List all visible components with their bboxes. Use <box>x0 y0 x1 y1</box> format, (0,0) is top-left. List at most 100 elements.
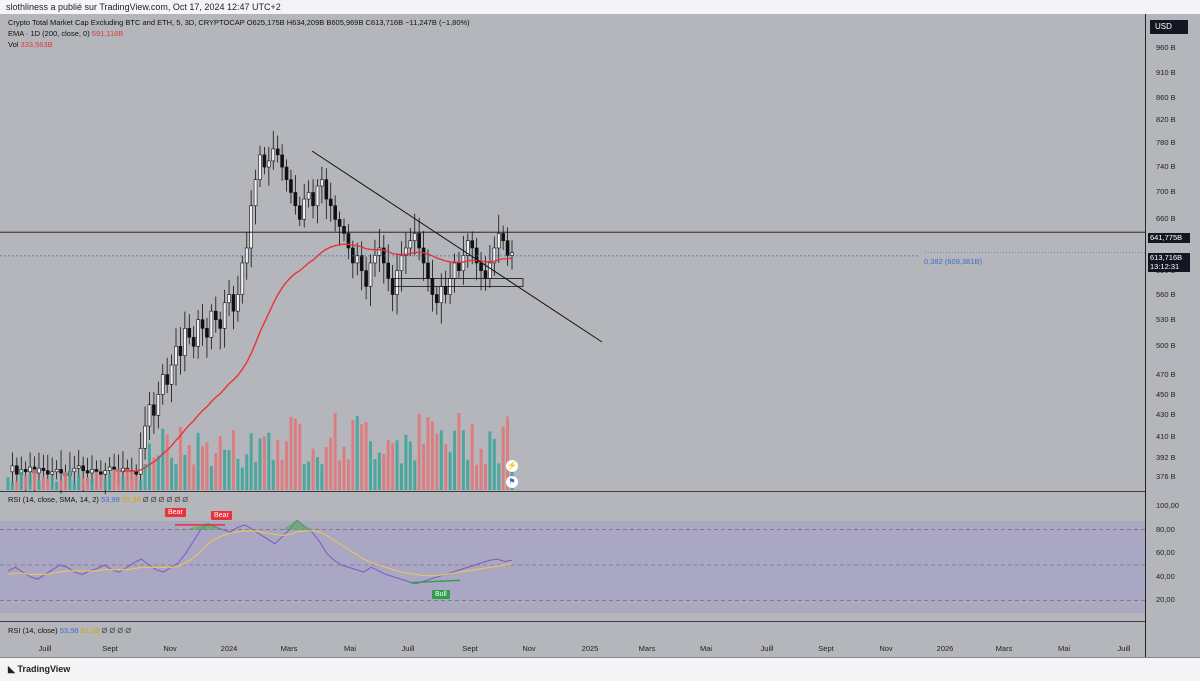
candle-body <box>41 467 46 471</box>
candle-body <box>81 465 85 471</box>
volume-bar <box>399 463 403 490</box>
candle-body <box>253 179 258 207</box>
candle-body <box>293 192 298 207</box>
candle-body <box>355 255 360 264</box>
brand-name: TradingView <box>17 664 71 674</box>
volume-bar <box>293 418 297 490</box>
volume-bar <box>10 481 14 490</box>
candle-body <box>76 465 81 469</box>
volume-legend[interactable]: Vol 333,563B <box>8 40 53 50</box>
rsi-line <box>7 519 513 585</box>
volume-bar <box>324 447 328 490</box>
price-tick-label: 700 B <box>1156 187 1176 197</box>
candle-body <box>107 466 112 471</box>
price-axis[interactable] <box>1145 14 1200 657</box>
volume-bar <box>333 413 337 490</box>
range-box <box>392 278 524 287</box>
volume-bar <box>320 464 324 490</box>
candle-body <box>147 404 152 427</box>
candle-body <box>496 233 501 249</box>
candle-body <box>174 346 178 366</box>
rsi-tick-label: 60,00 <box>1156 548 1175 558</box>
candle-body <box>470 240 475 249</box>
volume-bar <box>448 451 452 490</box>
candle-body <box>227 294 231 304</box>
volume-bar <box>19 471 23 490</box>
rsi-extra-values: Ø Ø Ø Ø Ø Ø <box>142 495 189 504</box>
candle-body <box>138 448 143 475</box>
bear-divergence-badge-2: Bear <box>211 511 232 520</box>
rsi-legend[interactable]: RSI (14, close, SMA, 14, 2) 53,98 51,38 … <box>8 495 188 505</box>
time-tick-label: Sept <box>818 644 834 653</box>
candle-body <box>488 262 492 279</box>
candle-body <box>28 466 32 473</box>
volume-bar <box>404 434 408 490</box>
volume-bar <box>262 436 266 490</box>
time-tick-label: Sept <box>102 644 118 653</box>
candle-body <box>10 465 15 473</box>
rsi2-legend[interactable]: RSI (14, close) 53,98 51,38 Ø Ø Ø Ø <box>8 626 131 636</box>
price-tick-label: 560 B <box>1156 289 1176 299</box>
candle-body <box>492 247 497 264</box>
candle-body <box>267 160 271 168</box>
volume-bar <box>156 455 160 490</box>
candle-body <box>443 286 448 295</box>
volume-bar <box>497 463 501 490</box>
candle-body <box>178 346 183 356</box>
event-lightning-icon[interactable]: ⚡ <box>506 460 518 472</box>
ema-legend[interactable]: EMA · 1D (200, close, 0) 591,118B <box>8 29 123 39</box>
volume-bar <box>231 430 235 490</box>
us-flag-event-icon[interactable]: ⚑ <box>506 476 518 488</box>
pane-separator-price-rsi[interactable] <box>0 491 1145 492</box>
candle-body <box>324 179 329 200</box>
volume-bar <box>170 457 174 490</box>
time-tick-label: Juill <box>1117 644 1131 653</box>
time-tick-label: Mars <box>638 644 656 653</box>
price-chart-svg[interactable] <box>0 14 1145 657</box>
candle-body <box>315 185 320 207</box>
volume-bar <box>15 481 19 490</box>
volume-bar <box>311 448 315 490</box>
tradingview-logo[interactable]: ◣ TradingView <box>8 664 70 675</box>
fib-level-label[interactable]: 0,382 (609,381B) <box>924 257 982 266</box>
volume-bar <box>271 459 275 490</box>
currency-button[interactable]: USD <box>1150 20 1188 34</box>
candle-body <box>236 294 240 312</box>
volume-bar <box>439 430 443 490</box>
ohlc-values: O625,175B H634,209B B605,969B C613,716B … <box>246 18 470 27</box>
candle-body <box>121 467 125 473</box>
candle-body <box>280 154 284 168</box>
volume-bar <box>130 470 134 490</box>
volume-bar <box>315 457 319 490</box>
volume-bar <box>391 443 395 490</box>
candle-body <box>143 425 147 449</box>
candle-body <box>297 205 302 220</box>
volume-bar <box>37 480 41 490</box>
volume-bar <box>444 444 448 490</box>
pane-separator-rsi-rsi[interactable] <box>0 621 1145 622</box>
candle-body <box>165 374 169 385</box>
volume-bar <box>249 433 253 490</box>
candle-body <box>196 319 200 347</box>
volume-bar <box>139 480 143 490</box>
price-tick-label: 470 B <box>1156 369 1176 379</box>
candle-body <box>483 270 488 279</box>
candle-body <box>289 179 293 193</box>
volume-bar <box>457 412 461 490</box>
volume-bar <box>342 446 346 490</box>
volume-bar <box>258 438 262 490</box>
time-tick-label: Nov <box>879 644 893 653</box>
price-tick-label: 392 B <box>1156 452 1176 462</box>
price-tick-label: 430 B <box>1156 410 1176 420</box>
candle-body <box>169 364 174 385</box>
time-tick-label: Juill <box>38 644 52 653</box>
rsi-overbought-fill <box>282 520 312 530</box>
candle-body <box>479 262 483 271</box>
time-tick-label: Nov <box>522 644 536 653</box>
rsi2-value: 53,98 <box>59 626 79 635</box>
volume-bar <box>254 462 258 490</box>
rsi-tick-label: 80,00 <box>1156 524 1175 534</box>
candle-body <box>351 247 355 264</box>
candle-body <box>302 198 307 220</box>
candle-body <box>59 469 63 474</box>
